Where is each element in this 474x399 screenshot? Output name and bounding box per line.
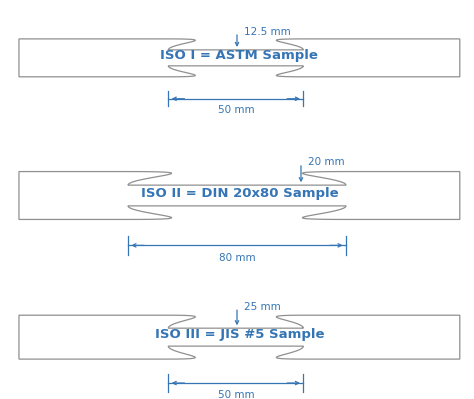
Polygon shape bbox=[19, 172, 460, 219]
Text: ISO III = JIS #5 Sample: ISO III = JIS #5 Sample bbox=[155, 328, 324, 342]
Polygon shape bbox=[19, 315, 460, 359]
Text: ISO I = ASTM Sample: ISO I = ASTM Sample bbox=[160, 49, 319, 63]
Polygon shape bbox=[19, 39, 460, 77]
Text: 20 mm: 20 mm bbox=[308, 158, 345, 168]
Text: 80 mm: 80 mm bbox=[219, 253, 255, 263]
Text: 50 mm: 50 mm bbox=[218, 105, 254, 115]
Text: 12.5 mm: 12.5 mm bbox=[244, 27, 291, 37]
Text: 50 mm: 50 mm bbox=[218, 390, 254, 399]
Text: 25 mm: 25 mm bbox=[244, 302, 281, 312]
Text: ISO II = DIN 20x80 Sample: ISO II = DIN 20x80 Sample bbox=[141, 187, 338, 200]
